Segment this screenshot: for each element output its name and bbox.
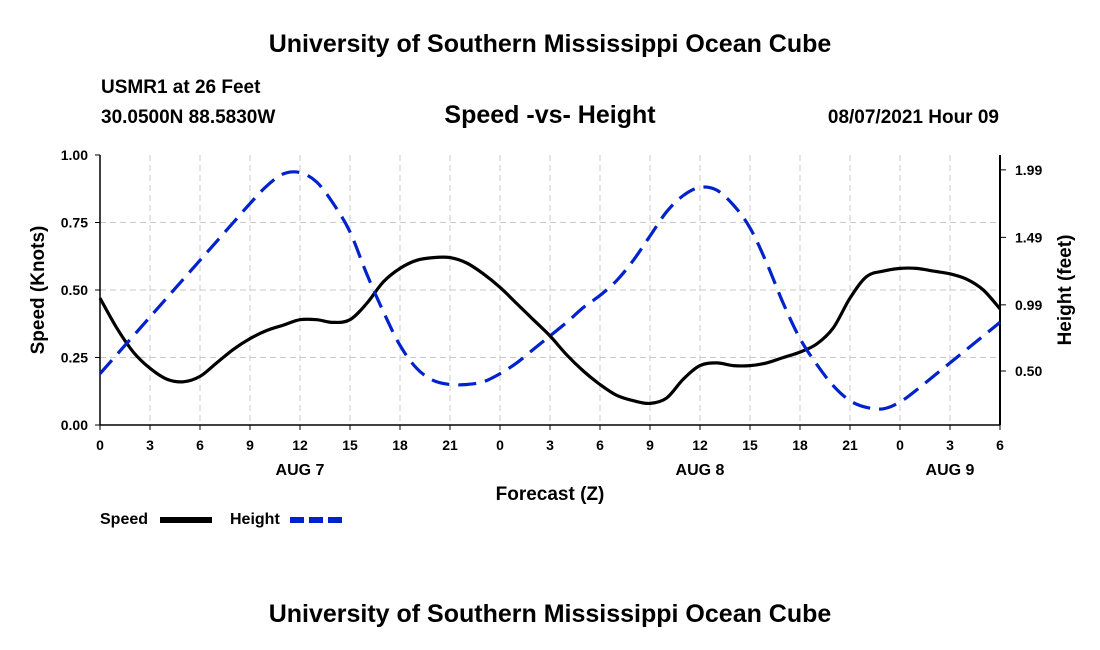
y2-tick-label: 1.99 [1015,162,1042,178]
chart-subtitle: Speed -vs- Height [444,101,656,129]
x-tick-label: 12 [292,437,308,453]
legend-label-height: Height [230,511,280,528]
x-tick-label: 18 [392,437,408,453]
x-tick-label: 21 [842,437,858,453]
x-tick-label: 3 [946,437,954,453]
x-tick-label: 0 [96,437,104,453]
y2-tick-label: 0.99 [1015,297,1042,313]
y-tick-label: 0.00 [61,417,88,433]
x-tick-label: 15 [742,437,758,453]
x-tick-label: 0 [896,437,904,453]
series-line-speed [98,255,1002,406]
x-tick-label: 6 [596,437,604,453]
x-tick-label: 3 [546,437,554,453]
station-label: USMR1 at 26 Feet [101,77,261,98]
coordinates-label: 30.0500N 88.5830W [101,107,276,128]
series-line-height [98,170,1002,411]
footer-title: University of Southern Mississippi Ocean… [268,600,832,628]
legend-label-speed: Speed [100,511,148,528]
x-tick-label: 15 [342,437,358,453]
date-label: AUG 9 [926,462,975,479]
x-tick-label: 9 [646,437,654,453]
y-tick-label: 0.25 [61,350,88,366]
y-tick-label: 0.50 [61,282,88,298]
x-tick-label: 21 [442,437,458,453]
x-tick-label: 6 [196,437,204,453]
y2-axis-label: Height (feet) [1055,235,1076,346]
main-title: University of Southern Mississippi Ocean… [268,30,832,58]
x-tick-label: 3 [146,437,154,453]
x-tick-label: 9 [246,437,254,453]
x-axis-label: Forecast (Z) [496,484,605,505]
y-axis-label: Speed (Knots) [28,226,49,355]
x-tick-label: 0 [496,437,504,453]
date-label: AUG 8 [676,462,725,479]
forecast-datetime: 08/07/2021 Hour 09 [827,107,999,128]
y2-tick-label: 0.50 [1015,363,1042,379]
y-tick-label: 1.00 [61,147,88,163]
x-tick-label: 6 [996,437,1004,453]
y-tick-label: 0.75 [61,215,88,231]
x-tick-label: 18 [792,437,808,453]
x-tick-label: 12 [692,437,708,453]
y2-tick-label: 1.49 [1015,229,1042,245]
date-label: AUG 7 [276,462,325,479]
